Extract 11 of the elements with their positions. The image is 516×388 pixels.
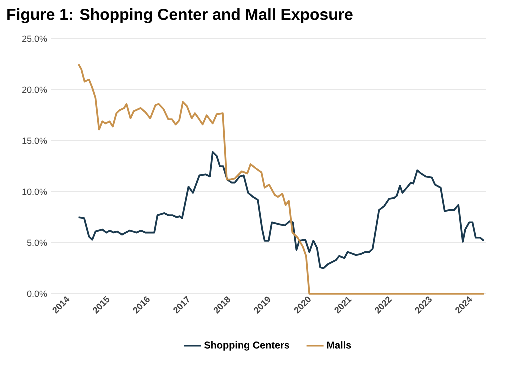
y-tick-label: 15.0% bbox=[22, 138, 48, 144]
y-tick-label: 5.0% bbox=[27, 240, 48, 246]
y-tick-label: 10.0% bbox=[22, 188, 48, 196]
legend-label: Malls bbox=[327, 342, 352, 349]
legend-label: Shopping Centers bbox=[204, 342, 290, 351]
line-series bbox=[78, 64, 485, 295]
y-tick-label: 20.0% bbox=[22, 86, 48, 94]
chart-title: Figure 1: Shopping Center and Mall Exposure bbox=[8, 8, 353, 24]
line-series bbox=[78, 151, 485, 270]
y-tick-label: 0.0% bbox=[27, 290, 48, 298]
y-tick-label: 25.0% bbox=[22, 36, 48, 42]
